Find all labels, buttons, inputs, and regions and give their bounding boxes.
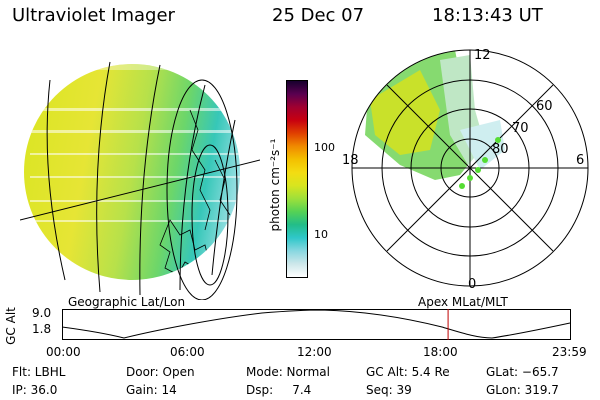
- mode-status: Mode: Normal: [246, 365, 330, 379]
- seq-status: Seq: 39: [366, 383, 412, 397]
- gain-status: Gain: 14: [126, 383, 177, 397]
- colorbar: [286, 80, 308, 278]
- satellite-footprint-points: [459, 137, 501, 189]
- gc-alt-status: GC Alt: 5.4 Re: [366, 365, 450, 379]
- mlt-label-18: 18: [342, 153, 359, 168]
- mlat-label-80: 80: [492, 142, 509, 157]
- glon-status: GLon: 319.7: [486, 383, 559, 397]
- glat-status: GLat: −65.7: [486, 365, 559, 379]
- polar-mlat-mlt-plot: 12 18 6 0 60 70 80: [342, 48, 589, 292]
- x-tick-2359: 23:59: [552, 345, 587, 359]
- colorbar-tick-100: 100: [314, 141, 335, 154]
- filter-status: Flt: LBHL: [12, 365, 66, 379]
- mlt-label-6: 6: [576, 153, 584, 168]
- gc-alt-axis-label: GC Alt: [3, 307, 18, 345]
- ip-status: IP: 36.0: [12, 383, 58, 397]
- x-tick-1200: 12:00: [297, 345, 332, 359]
- dsp-status: Dsp: 7.4: [246, 383, 312, 397]
- apex-mlat-mlt-label: Apex MLat/MLT: [418, 295, 508, 309]
- x-tick-0000: 00:00: [46, 345, 81, 359]
- mlt-label-0: 0: [468, 277, 476, 292]
- mlt-label-12: 12: [474, 48, 491, 63]
- x-tick-0600: 06:00: [170, 345, 205, 359]
- date-label: 25 Dec 07: [272, 5, 365, 26]
- geographic-globe-image: [20, 61, 260, 300]
- mlat-label-60: 60: [536, 99, 553, 114]
- colorbar-tick-10: 10: [314, 228, 328, 241]
- mlat-label-70: 70: [512, 121, 529, 136]
- time-label: 18:13:43 UT: [432, 5, 543, 26]
- door-status: Door: Open: [126, 365, 195, 379]
- geographic-lat-lon-label: Geographic Lat/Lon: [68, 295, 186, 309]
- colorbar-gradient: [287, 81, 307, 277]
- gc-alt-timeseries: [62, 309, 571, 340]
- y-tick-9: 9.0: [32, 306, 52, 320]
- x-tick-1800: 18:00: [423, 345, 458, 359]
- colorbar-unit-label: photon cm⁻²s⁻¹: [268, 138, 282, 232]
- y-tick-1-8: 1.8: [32, 322, 52, 336]
- instrument-title: Ultraviolet Imager: [12, 5, 175, 26]
